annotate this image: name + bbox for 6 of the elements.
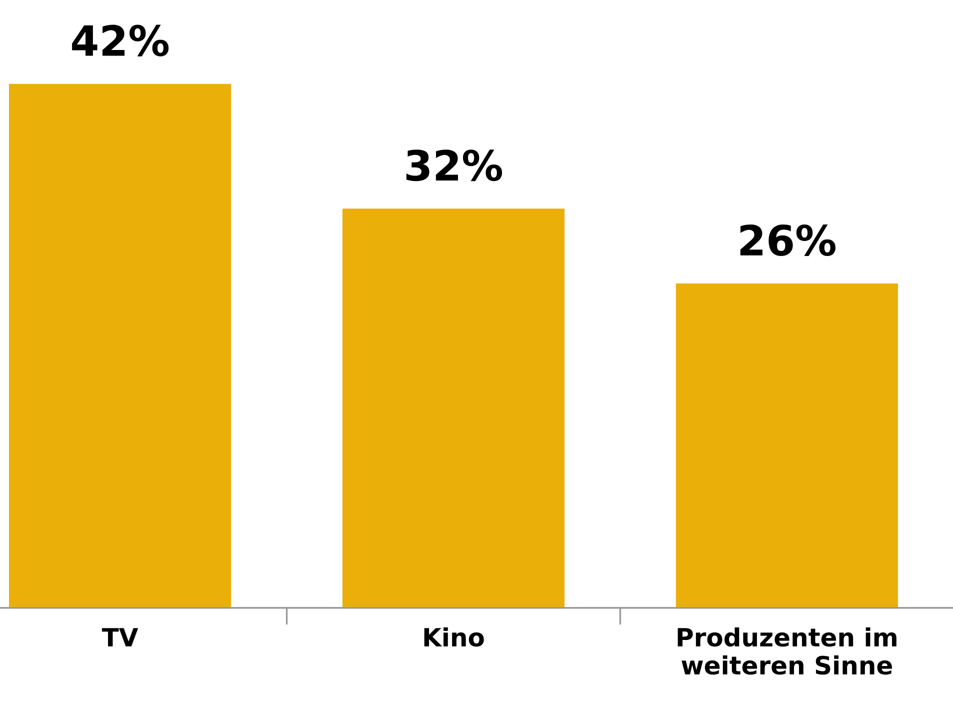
data-label: 32% <box>406 150 502 182</box>
data-label: 42% <box>72 24 169 56</box>
x-tick-label: Produzenten im weiteren Sinne <box>678 627 896 675</box>
data-label: 26% <box>740 224 836 256</box>
x-tick-label: Kino <box>424 627 484 647</box>
x-tick-label: TV <box>102 628 138 646</box>
